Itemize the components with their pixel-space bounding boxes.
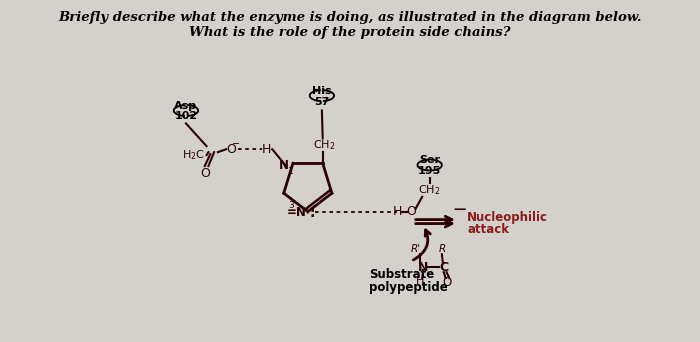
- Text: N: N: [418, 261, 428, 274]
- Text: Substrate: Substrate: [369, 268, 434, 281]
- Text: His: His: [312, 86, 332, 96]
- Text: H: H: [416, 276, 424, 286]
- Text: :: :: [309, 206, 315, 220]
- Text: attack: attack: [467, 223, 509, 236]
- Text: H: H: [262, 143, 272, 156]
- Text: O: O: [199, 168, 209, 181]
- Text: −: −: [232, 139, 239, 149]
- Text: O: O: [443, 276, 452, 289]
- Text: H$_2$C: H$_2$C: [182, 148, 205, 162]
- Text: 195: 195: [418, 166, 441, 176]
- Text: What is the role of the protein side chains?: What is the role of the protein side cha…: [189, 26, 511, 39]
- Text: Asp: Asp: [174, 101, 197, 110]
- Text: CH$_2$: CH$_2$: [419, 183, 441, 197]
- Text: N: N: [279, 159, 288, 172]
- Text: O: O: [406, 205, 416, 218]
- Text: =N: =N: [286, 206, 307, 219]
- Text: polypeptide: polypeptide: [369, 280, 447, 293]
- Text: O: O: [226, 143, 236, 156]
- Text: CH$_2$: CH$_2$: [314, 139, 336, 152]
- Text: H: H: [393, 205, 402, 218]
- Text: 1: 1: [288, 167, 294, 176]
- FancyArrowPatch shape: [414, 230, 430, 260]
- Text: Nucleophilic: Nucleophilic: [467, 211, 548, 224]
- Text: 3: 3: [288, 201, 294, 210]
- Text: —: —: [454, 203, 466, 216]
- Text: 102: 102: [174, 111, 197, 121]
- Text: 57: 57: [314, 96, 330, 107]
- Text: C: C: [439, 261, 448, 274]
- Text: R: R: [438, 244, 445, 254]
- Text: R': R': [411, 244, 421, 254]
- Text: Briefly describe what the enzyme is doing, as illustrated in the diagram below.: Briefly describe what the enzyme is doin…: [58, 11, 642, 24]
- Text: Ser: Ser: [419, 155, 440, 165]
